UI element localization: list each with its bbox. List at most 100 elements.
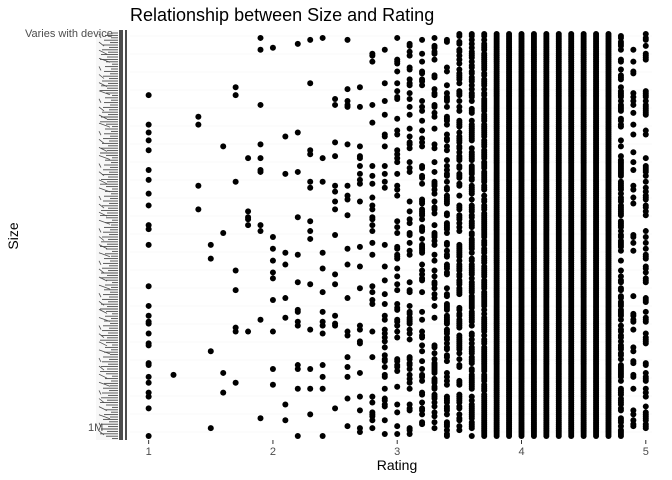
y-axis-ticks [125,30,127,440]
data-point [617,417,624,424]
data-point [394,255,401,262]
data-point [481,395,488,402]
data-point [406,168,413,175]
data-point [245,216,252,223]
data-point [443,306,450,313]
data-point [630,232,637,238]
data-point [406,405,413,412]
data-point [431,34,438,41]
data-point [294,251,301,258]
chart-title: Relationship between Size and Rating [130,5,434,25]
data-point [630,421,637,428]
data-point [468,293,475,300]
data-point [617,56,624,63]
data-point [257,228,264,235]
data-point [419,241,426,248]
data-point [431,251,438,258]
data-point [431,302,438,309]
data-point [431,210,438,217]
data-point [630,58,637,65]
data-point [456,123,463,130]
data-point [406,425,413,432]
data-point [307,184,314,191]
data-point [394,170,401,177]
data-point [381,98,388,104]
data-point [468,163,475,170]
data-point [356,84,363,91]
data-point [456,31,463,37]
data-point [381,300,388,307]
data-point [406,326,413,333]
data-point [456,316,463,323]
data-point [468,249,475,256]
y-tick-label-glyph [98,147,108,152]
x-tick-label: 1 [146,446,152,458]
data-point [642,107,649,114]
data-point [406,133,413,140]
data-point [443,344,450,351]
data-point [642,184,649,191]
data-point [617,326,624,333]
y-tick-label-bottom: 1M [88,422,103,434]
data-point [431,425,438,432]
data-point [468,425,475,432]
data-point [617,312,624,319]
data-point [344,373,351,380]
data-point [419,328,426,335]
data-point [207,255,214,262]
data-point [468,413,475,420]
data-point [356,143,363,150]
data-point [419,366,426,372]
data-point [232,287,239,294]
data-point [431,141,438,148]
data-point [481,350,488,357]
data-point [356,338,363,345]
data-point [642,369,649,376]
y-axis-title: Size [5,222,21,249]
data-point [481,425,488,432]
y-tick-label-glyph [98,373,108,379]
data-point [456,182,463,189]
data-point [419,235,426,242]
data-point [443,318,450,325]
data-point [642,334,649,341]
data-point [344,212,351,219]
y-tick-label-glyph [98,49,108,55]
data-point [406,208,413,215]
data-point [145,190,152,197]
data-point [269,275,276,282]
data-point [617,346,624,353]
data-point [630,247,637,254]
y-tick-label-glyph [98,422,102,427]
data-point [617,32,624,39]
data-point [394,265,401,272]
data-point [381,111,388,118]
data-point [481,184,488,191]
data-point [195,182,202,189]
data-point [431,267,438,274]
y-tick-label-glyph [98,122,111,128]
data-point [431,279,438,286]
data-point [356,407,363,414]
data-point [356,285,363,292]
data-point [630,149,637,156]
data-point [307,235,314,242]
data-point [319,308,326,315]
y-tick-label-glyph [98,349,111,355]
data-point [468,243,475,250]
data-point [145,283,152,290]
data-point [468,135,475,142]
data-point [406,385,413,392]
data-point [406,354,413,361]
data-point [617,287,624,294]
data-point [344,245,351,252]
data-point [481,285,488,292]
data-point [642,299,649,305]
data-point [431,204,438,211]
data-point [468,261,475,268]
data-point [431,56,438,63]
data-point [468,271,475,278]
data-point [394,287,401,294]
data-point [443,38,450,45]
